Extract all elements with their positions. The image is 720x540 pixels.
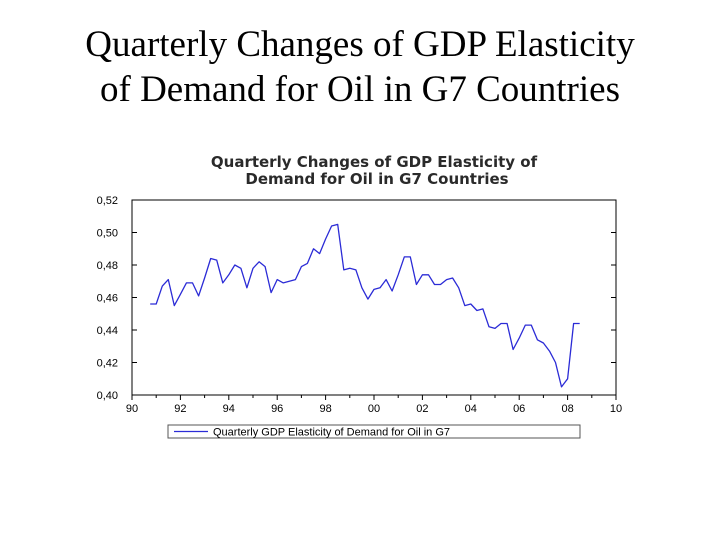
chart-title-line-2: Demand for Oil in G7 Countries: [245, 170, 508, 188]
y-tick-label: 0,50: [97, 228, 118, 240]
x-tick-label: 06: [513, 403, 525, 415]
y-axis: 0,40 0,42 0,44 0,46 0,48 0,50 0,52: [97, 195, 616, 402]
x-tick-label: 92: [174, 403, 186, 415]
y-tick-label: 0,42: [97, 358, 118, 370]
chart-title-line-1: Quarterly Changes of GDP Elasticity of: [211, 153, 538, 171]
legend-label: Quarterly GDP Elasticity of Demand for O…: [213, 427, 450, 439]
legend: Quarterly GDP Elasticity of Demand for O…: [167, 424, 581, 439]
x-tick-label: 90: [126, 403, 138, 415]
x-tick-label: 08: [561, 403, 573, 415]
y-tick-label: 0,46: [97, 293, 118, 305]
series-group: [150, 223, 580, 388]
series-line: [150, 223, 580, 388]
y-tick-label: 0,40: [97, 390, 118, 402]
x-tick-label: 02: [416, 403, 428, 415]
x-tick-label: 98: [319, 403, 331, 415]
x-tick-label: 10: [610, 403, 622, 415]
slide-title-line-2: of Demand for Oil in G7 Countries: [100, 69, 620, 110]
x-axis: 90 92 94 96 98 00 02 04 06 08 10: [126, 395, 622, 415]
x-tick-label: 94: [223, 403, 235, 415]
slide-title: Quarterly Changes of GDP Elasticity of D…: [0, 22, 720, 112]
legend-box: [167, 424, 581, 439]
x-tick-label: 04: [465, 403, 477, 415]
y-tick-label: 0,44: [97, 325, 118, 337]
x-tick-label: 96: [271, 403, 283, 415]
x-tick-label: 00: [368, 403, 380, 415]
slide-title-line-1: Quarterly Changes of GDP Elasticity: [85, 24, 635, 65]
plot-area: [131, 199, 617, 396]
y-tick-label: 0,48: [97, 260, 118, 272]
y-tick-label: 0,52: [97, 195, 118, 207]
